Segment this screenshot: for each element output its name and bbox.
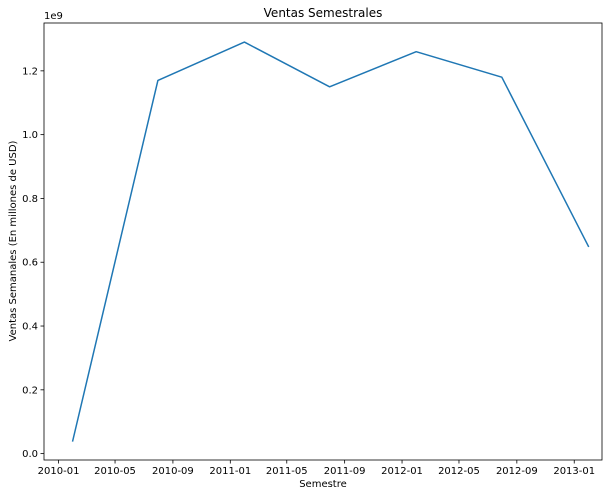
y-tick-label: 0.6	[22, 258, 38, 269]
x-tick-label: 2012-09	[496, 466, 538, 477]
x-tick-label: 2012-01	[381, 466, 423, 477]
x-tick-label: 2010-01	[38, 466, 80, 477]
x-tick-label: 2013-01	[553, 466, 595, 477]
y-tick-label: 0.2	[22, 385, 38, 396]
y-tick-label: 0.8	[22, 194, 38, 205]
series-line	[71, 41, 590, 442]
x-tick-label: 2011-09	[324, 466, 366, 477]
y-tick-label: 1.0	[22, 130, 38, 141]
series-layer	[71, 41, 590, 442]
x-tick-label: 2011-01	[209, 466, 251, 477]
x-tick-label: 2012-05	[438, 466, 480, 477]
x-tick-label: 2010-05	[94, 466, 136, 477]
x-axis-title: Semestre	[299, 479, 347, 490]
chart-title: Ventas Semestrales	[264, 6, 383, 20]
x-tick-label: 2010-09	[152, 466, 194, 477]
y-offset-label: 1e9	[44, 11, 63, 22]
x-tick-label: 2011-05	[266, 466, 308, 477]
y-tick-label: 0.0	[22, 449, 38, 460]
x-axis-ticks: 2010-01 2010-05 2010-09 2011-01 2011-05 2011-…	[38, 460, 595, 477]
plot-frame	[43, 22, 603, 461]
y-axis-title: Ventas Semanales (En millones de USD)	[8, 140, 19, 341]
y-axis-ticks: 0.0 0.2 0.4 0.6 0.8 1.0 1.2	[22, 66, 44, 460]
y-tick-label: 0.4	[22, 322, 38, 333]
y-tick-label: 1.2	[22, 66, 38, 77]
